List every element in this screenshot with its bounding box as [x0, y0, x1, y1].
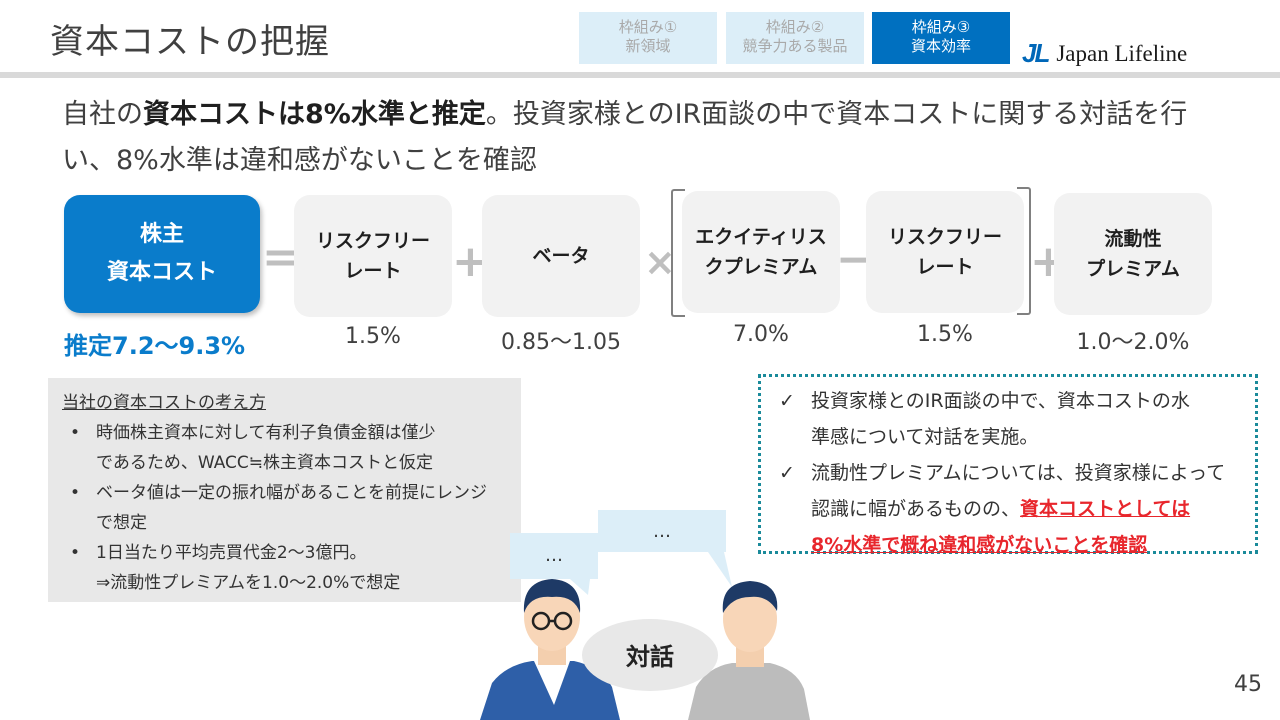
multiply-operator: ×: [644, 240, 676, 284]
term-line2: プレミアム: [1086, 258, 1180, 280]
list-item: • 1日当たり平均売買代金2〜3億円。 ⇒流動性プレミアムを1.0〜2.0%で想…: [62, 538, 507, 598]
headline: 自社の資本コストは8%水準と推定。投資家様とのIR面談の中で資本コストに関する対…: [62, 92, 1232, 184]
item-line2: で想定: [96, 513, 147, 533]
term-line2: 資本コスト: [106, 260, 217, 285]
term-line1: 流動性: [1104, 228, 1162, 250]
header-divider: [0, 72, 1280, 78]
headline-pre: 自社の: [62, 99, 143, 130]
check-icon: ✓: [779, 390, 795, 412]
formula-term-equity-risk-premium: エクイティリス クプレミアム: [682, 191, 840, 313]
value-risk-free-rate-2: 1.5%: [917, 322, 973, 347]
item-line1: 流動性プレミアムについては、投資家様によって: [811, 462, 1226, 484]
tab-framework-3-line2: 資本効率: [910, 37, 971, 55]
item-line1: 投資家様とのIR面談の中で、資本コストの水: [811, 390, 1190, 412]
emphasis-conclusion: 8%水準で概ね違和感がないことを確認: [811, 534, 1148, 556]
term-line1: ベータ: [532, 245, 590, 267]
value-liquidity-premium: 1.0〜2.0%: [1076, 330, 1190, 355]
cost-of-capital-approach: 当社の資本コストの考え方 • 時価株主資本に対して有利子負債金額は僅少 であるた…: [48, 378, 521, 602]
tab-framework-2-line2: 競争力ある製品: [742, 37, 848, 55]
tab-framework-3-line1: 枠組み③: [911, 18, 971, 36]
tab-framework-2-line1: 枠組み②: [765, 18, 825, 36]
approach-title: 当社の資本コストの考え方: [62, 393, 266, 413]
formula-term-cost-of-equity: 株主 資本コスト: [64, 195, 260, 313]
bullet-icon: •: [70, 483, 81, 503]
value-risk-free-rate: 1.5%: [345, 324, 401, 349]
term-line1: 株主: [139, 222, 184, 247]
item-line2: ⇒流動性プレミアムを1.0〜2.0%で想定: [96, 573, 401, 593]
term-line1: リスクフリー: [887, 226, 1002, 248]
headline-bold: 資本コストは8%水準と推定: [143, 99, 486, 130]
formula-term-risk-free-rate: リスクフリー レート: [294, 195, 452, 317]
logo-mark: JL: [1022, 38, 1050, 68]
logo-text: Japan Lifeline: [1056, 40, 1188, 66]
item-line2: 認識に幅があるものの、資本コストとしては: [811, 491, 1245, 527]
item-line1: ベータ値は一定の振れ幅があることを前提にレンジ: [96, 483, 487, 503]
term-line2: クプレミアム: [704, 256, 818, 278]
bullet-icon: •: [70, 423, 81, 443]
tab-framework-1[interactable]: 枠組み① 新領域: [579, 12, 717, 64]
value-cost-of-equity: 推定7.2〜9.3%: [64, 332, 246, 360]
value-beta: 0.85〜1.05: [501, 330, 621, 355]
tab-framework-2[interactable]: 枠組み② 競争力ある製品: [726, 12, 864, 64]
item-line1: 時価株主資本に対して有利子負債金額は僅少: [96, 423, 436, 443]
tab-framework-1-line1: 枠組み①: [618, 18, 678, 36]
item-line2: 準感について対話を実施。: [811, 426, 1039, 448]
tab-framework-3[interactable]: 枠組み③ 資本効率: [872, 12, 1010, 64]
dialog-result-box: ✓ 投資家様とのIR面談の中で、資本コストの水 準感について対話を実施。 ✓ 流…: [758, 374, 1258, 556]
formula-term-risk-free-rate-2: リスクフリー レート: [866, 191, 1024, 313]
speech-bubble-left: …: [510, 533, 598, 595]
emphasis-text: 資本コストとしては: [1020, 498, 1191, 520]
bubble-left-text: …: [545, 545, 563, 566]
headline-post: 。投資家様とのIR面談の中で資本コストに関する対話を行い、8%水準は違和感がない…: [62, 99, 1188, 176]
dialogue-illustration: … … 対話: [480, 510, 810, 720]
term-line2: レート: [344, 260, 402, 282]
bubble-right-text: …: [653, 521, 671, 542]
value-equity-risk-premium: 7.0%: [733, 322, 789, 347]
list-item: • 時価株主資本に対して有利子負債金額は僅少 であるため、WACC≒株主資本コス…: [62, 418, 507, 478]
person-left-icon: [480, 579, 620, 720]
equals-operator: =: [262, 232, 299, 283]
company-logo: JL Japan Lifeline: [1022, 38, 1187, 69]
bullet-icon: •: [70, 543, 81, 563]
formula-term-beta: ベータ: [482, 195, 640, 317]
left-bracket: [671, 189, 685, 317]
tab-framework-1-line2: 新領域: [625, 37, 671, 55]
list-item: ✓ 流動性プレミアムについては、投資家様によって 認識に幅があるものの、資本コス…: [771, 455, 1245, 563]
item-line2: であるため、WACC≒株主資本コストと仮定: [96, 453, 434, 473]
speech-bubble-right: …: [598, 510, 732, 587]
check-icon: ✓: [779, 462, 795, 484]
dialogue-label-text: 対話: [626, 643, 674, 671]
item-line1: 1日当たり平均売買代金2〜3億円。: [96, 543, 367, 563]
formula-term-liquidity-premium: 流動性 プレミアム: [1054, 193, 1212, 315]
person-right-icon: [688, 581, 810, 720]
item-line2-text: 認識に幅があるものの、: [811, 498, 1021, 520]
term-line2: レート: [916, 256, 974, 278]
right-bracket: [1017, 187, 1031, 315]
term-line1: エクイティリス: [695, 226, 827, 248]
list-item: ✓ 投資家様とのIR面談の中で、資本コストの水 準感について対話を実施。: [771, 383, 1245, 455]
term-line1: リスクフリー: [315, 230, 430, 252]
page-number: 45: [1234, 672, 1262, 697]
list-item: • ベータ値は一定の振れ幅があることを前提にレンジ で想定: [62, 478, 507, 538]
page-title: 資本コストの把握: [50, 22, 330, 62]
dialogue-label: 対話: [582, 619, 718, 691]
